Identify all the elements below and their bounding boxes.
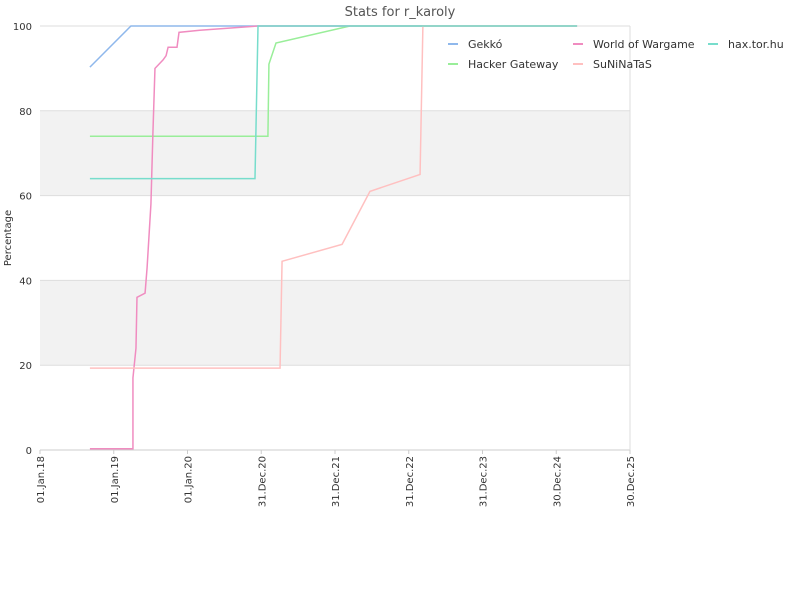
- series-line: [89, 25, 578, 369]
- y-tick-label: 100: [13, 22, 32, 33]
- x-tick-label: 01.Jan.19: [110, 456, 121, 503]
- x-tick-label: 01.Jan.20: [184, 456, 195, 503]
- legend-label: World of Wargame: [593, 38, 695, 51]
- legend-label: SuNiNaTaS: [593, 58, 652, 71]
- legend-label: hax.tor.hu: [728, 38, 784, 51]
- grid-band: [40, 280, 630, 366]
- y-tick-label: 80: [19, 107, 32, 118]
- series-line: [89, 25, 578, 180]
- y-tick-label: 40: [19, 276, 32, 287]
- x-tick-label: 01.Jan.18: [36, 456, 47, 503]
- legend-label: Hacker Gateway: [468, 58, 559, 71]
- series-line: [89, 25, 578, 450]
- y-axis-label: Percentage: [3, 210, 14, 266]
- chart-title: Stats for r_karoly: [345, 5, 456, 20]
- legend-label: Gekkó: [468, 38, 503, 51]
- x-tick-label: 30.Dec.25: [626, 456, 637, 507]
- x-tick-label: 31.Dec.22: [405, 456, 416, 507]
- grid-band: [40, 110, 630, 196]
- x-tick-label: 30.Dec.24: [552, 456, 563, 507]
- x-tick-label: 31.Dec.20: [257, 456, 268, 507]
- x-tick-label: 31.Dec.23: [479, 456, 490, 507]
- y-tick-label: 60: [19, 192, 32, 203]
- y-tick-label: 0: [26, 446, 32, 457]
- x-tick-label: 31.Dec.21: [331, 456, 342, 507]
- y-tick-label: 20: [19, 361, 32, 372]
